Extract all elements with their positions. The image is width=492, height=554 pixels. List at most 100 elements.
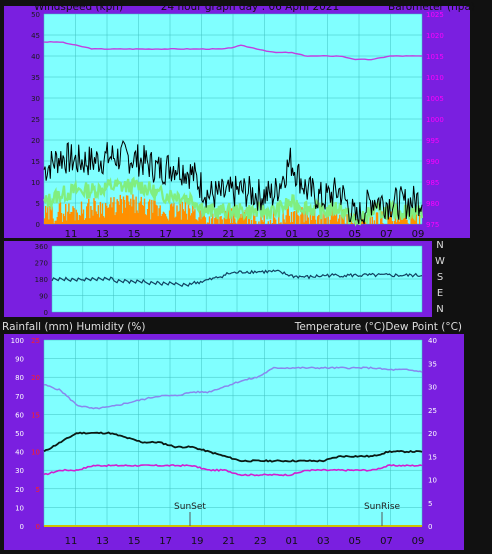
wind-bar	[298, 216, 300, 224]
wind-bar	[389, 216, 391, 224]
barometer-line	[43, 40, 423, 61]
wind-bar	[196, 219, 198, 224]
wind-bar	[301, 207, 303, 224]
x-tick-label: 23	[254, 229, 267, 240]
wind-bar	[107, 208, 109, 224]
wind-bar	[123, 200, 126, 224]
wind-bar	[72, 206, 74, 224]
wind-bar	[269, 219, 272, 224]
wind-bar	[241, 213, 243, 224]
wind-bar	[311, 212, 314, 224]
wind-bar	[130, 198, 132, 224]
wind-bar	[176, 205, 178, 224]
wind-bar	[172, 206, 174, 224]
wind-bar	[59, 202, 62, 224]
wind-bar	[91, 209, 93, 224]
wind-bar	[307, 217, 309, 224]
wind-bar	[229, 223, 232, 224]
wind-bar	[64, 216, 66, 224]
wind-bar	[179, 203, 181, 224]
wind-bar	[293, 211, 296, 224]
wind-bar	[73, 208, 75, 224]
wind-bar	[178, 210, 180, 224]
compass-letter: E	[437, 288, 443, 299]
axis-tick-label: 60	[15, 411, 24, 419]
wind-bar	[55, 220, 57, 224]
wind-bar	[133, 199, 135, 224]
wind-bar	[96, 214, 98, 224]
wind-bar	[302, 211, 304, 224]
wind-bar	[292, 211, 295, 224]
wind-bar	[66, 220, 68, 224]
wind-bar	[216, 214, 218, 224]
wind-bar	[134, 213, 136, 224]
wind-bar	[262, 221, 264, 224]
wind-bar	[198, 217, 200, 224]
axis-tick-label: 5	[428, 500, 432, 508]
wind-bar	[138, 203, 140, 224]
axis-tick-label: 50	[31, 11, 40, 19]
x-tick-label: 17	[159, 229, 172, 240]
x-tick-label: 01	[285, 229, 298, 240]
wind-bar	[181, 201, 183, 224]
wind-bar	[290, 212, 293, 224]
wind-bar	[65, 204, 67, 224]
wind-bar	[194, 209, 196, 224]
wind-bar	[75, 209, 77, 224]
x-tick-label: 03	[317, 536, 330, 547]
wind-bar	[79, 215, 82, 224]
wind-bar	[343, 212, 345, 224]
wind-bar	[154, 200, 156, 224]
wind-bar	[212, 213, 214, 224]
wind-bar	[197, 221, 199, 224]
wind-bar	[202, 215, 204, 224]
sunrise-label: SunRise	[364, 502, 401, 512]
wind-bar	[312, 209, 315, 224]
wind-bar	[373, 220, 376, 224]
wind-bar	[300, 214, 302, 224]
axis-tick-label: 0	[20, 523, 24, 531]
wind-bar	[128, 201, 130, 224]
wind-bar	[192, 205, 194, 224]
axis-tick-label: 975	[426, 221, 439, 229]
wind-bar	[159, 205, 161, 224]
wind-bar	[157, 216, 159, 224]
wind-bar	[164, 214, 167, 224]
wind-bar	[180, 219, 182, 224]
wind-bar	[125, 195, 128, 224]
compass-letter: N	[436, 304, 443, 315]
wind-bar	[129, 205, 131, 224]
wind-bar	[54, 220, 56, 224]
wind-bar	[291, 222, 294, 224]
axis-tick-label: 15	[31, 411, 40, 419]
axis-tick-label: 995	[426, 137, 439, 145]
wind-bar	[305, 220, 307, 224]
wind-bar	[253, 209, 255, 224]
wind-bar	[338, 218, 340, 224]
wind-bar	[206, 222, 209, 224]
wind-bar	[250, 219, 253, 224]
wind-bar	[330, 215, 333, 224]
wind-bar	[225, 216, 228, 224]
wind-bar	[186, 219, 189, 224]
wind-bar	[139, 201, 141, 224]
wind-bar	[53, 223, 55, 224]
wind-bar	[184, 201, 187, 224]
wind-bar	[149, 199, 151, 224]
axis-tick-label: 180	[35, 276, 48, 284]
compass-letter: W	[435, 256, 445, 267]
wind-bar	[45, 205, 47, 224]
x-tick-label: 15	[128, 536, 141, 547]
wind-bar	[99, 201, 102, 224]
wind-bar	[47, 204, 49, 224]
wind-bar	[110, 197, 112, 224]
wind-bar	[104, 203, 107, 224]
wind-bar	[214, 218, 216, 224]
x-tick-label: 13	[96, 229, 109, 240]
compass-letter: N	[436, 240, 443, 251]
x-tick-label: 15	[128, 229, 141, 240]
wind-bar	[297, 214, 299, 224]
axis-tick-label: 20	[428, 430, 437, 438]
wind-bar	[404, 212, 406, 224]
